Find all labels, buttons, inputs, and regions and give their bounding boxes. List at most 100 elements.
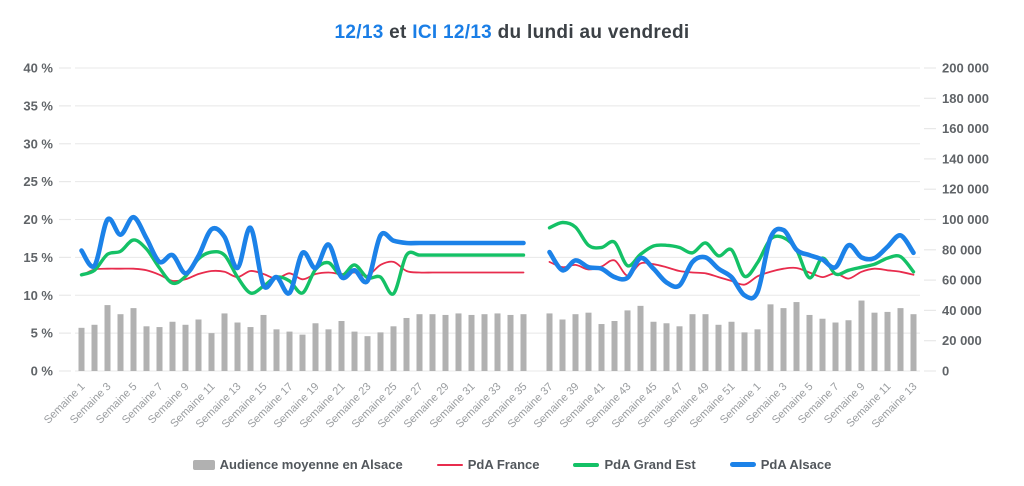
right-axis-tick-label: 180 000 (942, 91, 989, 106)
bar-audience (299, 334, 306, 371)
right-axis-tick-label: 80 000 (942, 242, 982, 257)
bar-audience (546, 313, 553, 371)
bar-audience (221, 313, 228, 371)
bar-audience (286, 331, 293, 371)
line-pda-france (80, 260, 525, 283)
right-axis-tick-label: 100 000 (942, 212, 989, 227)
bar-audience (156, 327, 163, 371)
bar-audience (689, 314, 696, 371)
bar-audience (169, 321, 176, 371)
bar-audience (364, 336, 371, 371)
title-part-program2: ICI 12/13 (412, 22, 493, 43)
bar-audience (104, 305, 111, 371)
left-axis-tick-label: 40 % (23, 61, 53, 76)
bar-audience (780, 308, 787, 371)
bar-audience (91, 324, 98, 371)
right-axis-tick-label: 200 000 (942, 61, 989, 76)
chart-title: 12/13 et ICI 12/13 du lundi au vendredi (0, 22, 1024, 44)
bar-audience (481, 314, 488, 371)
left-axis-tick-label: 0 % (31, 364, 54, 379)
bar-audience (351, 331, 358, 371)
bar-audience (208, 333, 215, 371)
bar-audience (234, 322, 241, 371)
bar-audience (832, 322, 839, 371)
right-axis-tick-label: 0 (942, 364, 949, 379)
legend-item-pda-grand-est: PdA Grand Est (573, 457, 696, 472)
bar-audience (910, 314, 917, 371)
line-pda-france (548, 259, 915, 286)
bar-audience (494, 313, 501, 371)
title-part-program: 12/13 (334, 22, 384, 43)
bar-audience (273, 329, 280, 371)
bar-audience (377, 332, 384, 371)
bar-audience (767, 304, 774, 371)
bar-audience (728, 321, 735, 371)
line-pda-alsace (547, 226, 916, 301)
legend-swatch-line-france (436, 463, 463, 466)
bar-audience (676, 326, 683, 371)
left-axis-tick-label: 15 % (23, 250, 53, 265)
legend-item-audience: Audience moyenne en Alsace (192, 457, 403, 472)
left-axis-tick-label: 20 % (23, 212, 53, 227)
bar-audience (78, 327, 85, 371)
bar-audience (598, 324, 605, 371)
legend-item-pda-france: PdA France (436, 457, 540, 472)
bar-audience (845, 320, 852, 371)
title-part-suffix: du lundi au vendredi (492, 22, 690, 43)
legend-label: Audience moyenne en Alsace (219, 457, 403, 472)
legend-label: PdA Grand Est (604, 457, 696, 472)
bar-audience (663, 323, 670, 371)
bar-audience (468, 314, 475, 371)
bar-audience (117, 314, 124, 371)
bar-audience (195, 319, 202, 371)
bar-audience (455, 313, 462, 371)
bar-audience (611, 321, 618, 371)
title-part-et: et (383, 22, 413, 43)
bar-audience (429, 314, 436, 371)
legend-label: PdA Alsace (760, 457, 832, 472)
bar-audience (182, 324, 189, 371)
bar-audience (624, 310, 631, 371)
bar-audience (858, 300, 865, 371)
bar-audience (416, 314, 423, 371)
bar-audience (897, 308, 904, 371)
bar-audience (715, 324, 722, 371)
bar-audience (312, 323, 319, 371)
right-axis-tick-label: 20 000 (942, 333, 982, 348)
bar-audience (338, 321, 345, 371)
bar-audience (403, 317, 410, 371)
bar-audience (871, 312, 878, 371)
bar-audience (390, 326, 397, 371)
bar-audience (247, 327, 254, 371)
bar-audience (325, 329, 332, 371)
legend-swatch-line-alsace (729, 462, 756, 467)
bar-audience (442, 314, 449, 371)
line-pda-grand-est (547, 220, 916, 280)
right-axis-tick-label: 160 000 (942, 121, 989, 136)
bar-audience (130, 308, 137, 371)
bar-audience (741, 332, 748, 371)
bar-audience (260, 314, 267, 371)
legend-label: PdA France (467, 457, 540, 472)
bar-audience (572, 314, 579, 371)
right-axis-tick-label: 140 000 (942, 151, 989, 166)
left-axis-tick-label: 10 % (23, 288, 53, 303)
combo-chart: 40 % 35 % 30 % 25 % 20 % 15 % 10 % 5 % 0 % 200 00… (23, 61, 989, 431)
bar-audience (884, 311, 891, 371)
bar-audience (819, 318, 826, 371)
legend-swatch-bar (192, 459, 215, 470)
right-axis-tick-label: 120 000 (942, 182, 989, 197)
bar-audience (143, 326, 150, 371)
right-axis-tick-label: 40 000 (942, 303, 982, 318)
bar-audience (585, 312, 592, 371)
chart-legend: Audience moyenne en Alsace PdA France Pd… (0, 457, 1024, 472)
bar-audience (702, 314, 709, 371)
bar-audience (507, 314, 514, 371)
bar-audience (806, 314, 813, 371)
line-pda-grand-est (79, 238, 526, 296)
bar-audience (520, 314, 527, 371)
right-axis-tick-label: 60 000 (942, 273, 982, 288)
bar-audience (754, 329, 761, 371)
legend-item-pda-alsace: PdA Alsace (729, 457, 832, 472)
